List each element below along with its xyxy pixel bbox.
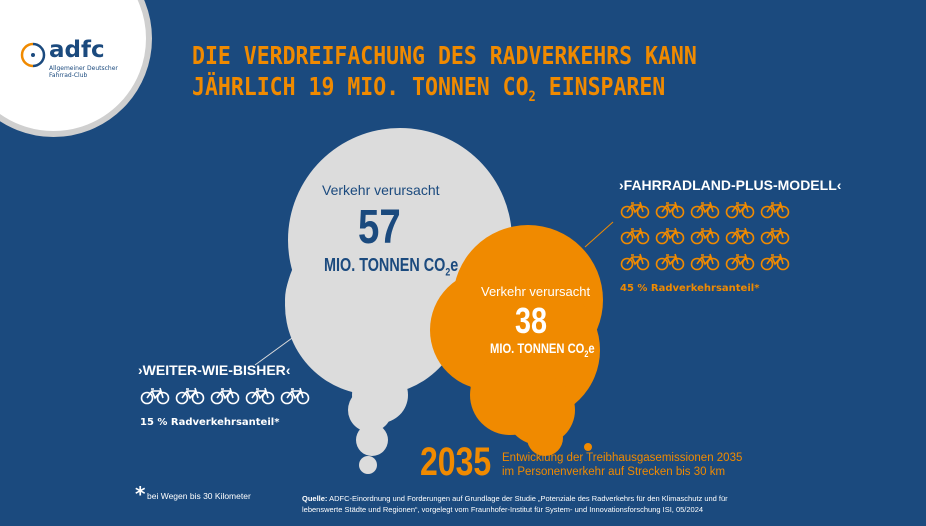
headline-text: JÄHRLICH 19 MIO. TONNEN CO	[192, 72, 529, 101]
unit-suffix: e	[588, 340, 595, 356]
bicycle-icon	[690, 227, 720, 245]
bicycle-icon	[620, 201, 650, 219]
bicycle-icon	[760, 253, 790, 271]
unit-text: MIO. TONNEN CO	[490, 340, 585, 356]
bicycle-icon	[655, 201, 685, 219]
headline-subscript: 2	[528, 89, 536, 105]
unit-text: MIO. TONNEN CO	[324, 255, 446, 275]
source-label: Quelle:	[302, 494, 328, 503]
current-value: 57	[358, 201, 401, 254]
logo-subtitle-1: Allgemeiner Deutscher	[49, 65, 118, 72]
plus-bike-icons	[620, 201, 795, 271]
plus-cause: Verkehr verursacht	[481, 284, 591, 299]
bicycle-icon	[245, 387, 275, 405]
bicycle-icon	[280, 387, 310, 405]
logo-subtitle-2: Fahrrad-Club	[49, 72, 88, 79]
unit-subscript: 2	[584, 348, 589, 359]
footnote-star: *	[135, 482, 146, 506]
headline-text-end: EINSPAREN	[535, 72, 666, 101]
plus-scenario-label: ›FAHRRADLAND-PLUS-MODELL‹	[619, 177, 842, 193]
bicycle-icon	[760, 201, 790, 219]
headline-line-2: JÄHRLICH 19 MIO. TONNEN CO2 EINSPAREN	[192, 71, 697, 113]
current-cause: Verkehr verursacht	[322, 182, 440, 198]
bicycle-icon	[620, 253, 650, 271]
unit-suffix: e	[450, 255, 459, 275]
bicycle-icon	[725, 253, 755, 271]
bicycle-icon	[655, 253, 685, 271]
current-unit: MIO. TONNEN CO2e	[324, 255, 458, 279]
unit-subscript: 2	[445, 266, 451, 279]
bicycle-icon	[140, 387, 170, 405]
source: Quelle: ADFC-Einordnung und Forderungen …	[302, 493, 728, 515]
footnote-text: bei Wegen bis 30 Kilometer	[147, 491, 251, 501]
bicycle-icon	[210, 387, 240, 405]
bicycle-icon	[655, 227, 685, 245]
pointer-line-current	[254, 324, 311, 366]
headline-line-1: DIE VERDREIFACHUNG DES RADVERKEHRS KANN	[192, 41, 697, 70]
bicycle-icon	[620, 227, 650, 245]
year-description-2: im Personenverkehr auf Strecken bis 30 k…	[502, 466, 726, 478]
current-scenario-label: ›WEITER-WIE-BISHER‹	[138, 362, 291, 378]
current-bike-icons	[140, 387, 315, 405]
plus-value: 38	[515, 300, 548, 341]
bicycle-icon	[175, 387, 205, 405]
bicycle-icon	[725, 201, 755, 219]
logo-name: adfc	[49, 37, 105, 63]
bicycle-icon	[690, 201, 720, 219]
headline: DIE VERDREIFACHUNG DES RADVERKEHRS KANN …	[192, 40, 697, 113]
orange-cloud	[430, 225, 603, 456]
bicycle-icon	[725, 227, 755, 245]
current-share: 15 % Radverkehrsanteil*	[140, 417, 280, 428]
bicycle-icon	[760, 227, 790, 245]
year-value: 2035	[420, 440, 492, 484]
bicycle-icon	[690, 253, 720, 271]
source-line-2: lebenswerte Städte und Regionen“, vorgel…	[302, 505, 704, 514]
source-line-1: Quelle: ADFC-Einordnung und Forderungen …	[302, 493, 728, 504]
source-text: ADFC-Einordnung und Forderungen auf Grun…	[327, 494, 728, 503]
plus-unit: MIO. TONNEN CO2e	[490, 340, 595, 359]
wheel-icon	[20, 42, 46, 68]
plus-share: 45 % Radverkehrsanteil*	[620, 283, 760, 294]
pointer-line-plus	[584, 221, 614, 248]
year-description-1: Entwicklung der Treibhausgasemissionen 2…	[502, 452, 743, 464]
